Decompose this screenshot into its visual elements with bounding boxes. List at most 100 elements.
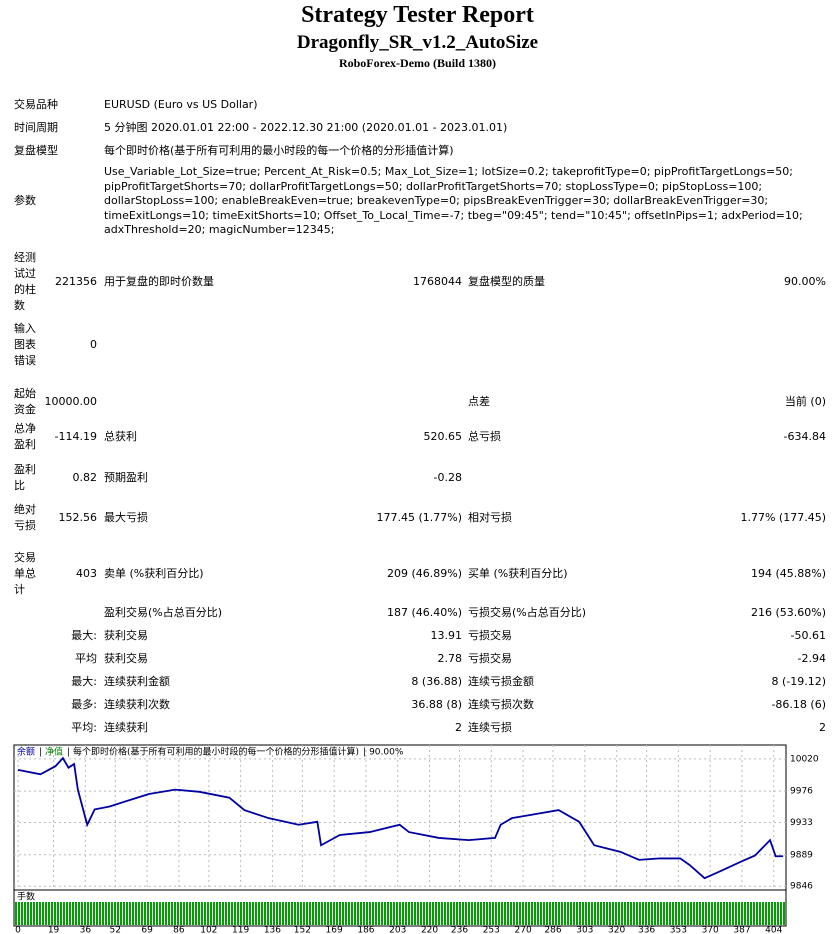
- y-tick-label: 9976: [790, 787, 813, 797]
- plot-frame: [13, 744, 787, 896]
- x-tick-label: 370: [702, 926, 719, 934]
- legend-entry: 每个即时价格(基于所有可利用的最小时段的每一个价格的分形插值计算): [73, 746, 359, 758]
- stat-label: 连续获利: [104, 721, 148, 734]
- x-tick-label: 320: [608, 926, 625, 934]
- stat-value: 194 (45.88%): [750, 567, 826, 580]
- stat-label: 连续亏损次数: [468, 698, 534, 711]
- stat-label: 连续获利金额: [104, 675, 170, 688]
- stat-label: 连续亏损: [468, 721, 512, 734]
- stat-value: 1.77% (177.45): [740, 511, 826, 524]
- legend-sep: |: [67, 748, 70, 758]
- stat-label: 亏损交易(%占总百分比): [468, 606, 587, 619]
- stat-value: 177.45 (1.77%): [376, 511, 462, 524]
- stat-label: 获利交易: [104, 629, 148, 642]
- stat-value: 最多:: [71, 698, 97, 711]
- stat-value: -86.18 (6): [771, 698, 826, 711]
- stat-value: 平均:: [71, 721, 97, 734]
- stat-value: 221356: [55, 275, 97, 288]
- stat-label: 最大亏损: [104, 511, 148, 524]
- stat-value: 520.65: [423, 430, 463, 443]
- stat-label: 复盘模型的质量: [468, 275, 545, 288]
- legend-entry: 净值: [45, 746, 63, 758]
- chart: 10020 9976 9933 9889 9846 0 19 36 52 69 86 102 119 13…: [13, 744, 819, 934]
- x-tick-label: 186: [357, 926, 374, 934]
- balance-line: [17, 756, 784, 880]
- stat-value: 2.78: [437, 652, 463, 665]
- stat-value: -634.84: [783, 430, 826, 443]
- stat-value: 最大:: [71, 629, 97, 642]
- x-tick-label: 152: [294, 926, 311, 934]
- stat-value: 10000.00: [44, 395, 98, 408]
- stat-label: 总获利: [104, 430, 137, 443]
- x-tick-label: 203: [389, 926, 406, 934]
- server: RoboForex-Demo (Build 1380): [338, 56, 497, 70]
- param-line: pipProfitTargetShorts=70; dollarProfitTa…: [104, 179, 763, 193]
- setting-value: 5 分钟图 2020.01.01 22:00 - 2022.12.30 21:0…: [104, 121, 508, 134]
- stat-value: 当前 (0): [784, 395, 826, 408]
- x-tick-label: 69: [141, 926, 153, 934]
- x-tick-label: 286: [544, 926, 561, 934]
- param-line: adxThreshold=20; magicNumber=12345;: [104, 223, 335, 236]
- stat-label: 总净盈利: [14, 422, 36, 451]
- stat-value: 216 (53.60%): [750, 606, 826, 619]
- stat-label: 总亏损: [468, 430, 501, 443]
- x-tick-label: 336: [638, 926, 655, 934]
- param-label: 参数: [14, 194, 36, 207]
- stat-value: -114.19: [54, 430, 97, 443]
- stat-value: 187 (46.40%): [386, 606, 462, 619]
- stat-value: 8 (-19.12): [771, 675, 826, 688]
- stat-label: 点差: [468, 395, 490, 408]
- stat-label: 盈利交易(%占总百分比): [104, 606, 223, 619]
- x-tick-label: 303: [576, 926, 593, 934]
- y-tick-label: 9889: [790, 850, 813, 860]
- stat-label: 亏损交易: [468, 629, 512, 642]
- x-tick-label: 404: [765, 926, 782, 934]
- stat-value: 最大:: [71, 675, 97, 688]
- stat-label: 连续获利次数: [104, 698, 170, 711]
- stat-value: 1768044: [413, 275, 462, 288]
- stat-value: -0.28: [433, 471, 462, 484]
- param-line: timeExitLongs=10; timeExitShorts=10; Off…: [104, 208, 803, 222]
- stat-label: 盈利比: [14, 463, 36, 492]
- setting-label: 交易品种: [14, 98, 58, 111]
- report-subtitle: Dragonfly_SR_v1.2_AutoSize: [296, 32, 539, 53]
- param-line: dollarStopLoss=100; enableBreakEven=true…: [104, 194, 769, 207]
- param-line: Use_Variable_Lot_Size=true; Percent_At_R…: [104, 165, 793, 178]
- y-tick-label: 9933: [790, 818, 813, 828]
- stat-label: 买单 (%获利百分比): [468, 567, 568, 580]
- stat-label: 绝对亏损: [14, 503, 36, 532]
- stat-value: 209 (46.89%): [386, 567, 462, 580]
- stat-value: 13.91: [430, 629, 463, 642]
- stat-label: 连续亏损金额: [468, 675, 534, 688]
- setting-label: 复盘模型: [14, 144, 58, 157]
- stat-value: 8 (36.88): [411, 675, 462, 688]
- stat-value: 平均: [75, 652, 97, 665]
- stat-value: 403: [76, 567, 97, 580]
- stat-value: -2.94: [797, 652, 826, 665]
- stat-label: 卖单 (%获利百分比): [104, 567, 204, 580]
- stat-value: 152.56: [58, 511, 98, 524]
- stat-value: -50.61: [790, 629, 826, 642]
- setting-value: EURUSD (Euro vs US Dollar): [104, 98, 258, 111]
- stat-value: 90.00%: [784, 275, 826, 288]
- x-tick-label: 119: [232, 926, 249, 934]
- x-tick-label: 253: [483, 926, 500, 934]
- stat-label: 相对亏损: [468, 511, 512, 524]
- report-title: Strategy Tester Report: [301, 2, 534, 28]
- legend-entry: 余额: [17, 746, 35, 758]
- setting-value: 每个即时价格(基于所有可利用的最小时段的每一个价格的分形插值计算): [104, 144, 454, 157]
- x-tick-label: 136: [264, 926, 281, 934]
- x-tick-label: 86: [173, 926, 185, 934]
- stat-label: 用于复盘的即时价数量: [104, 275, 214, 288]
- y-tick-label: 9846: [790, 882, 813, 892]
- stat-value: 0.82: [72, 471, 98, 484]
- x-tick-label: 36: [80, 926, 92, 934]
- volume-bars: [15, 902, 785, 925]
- x-tick-label: 270: [515, 926, 532, 934]
- x-tick-label: 0: [15, 926, 21, 934]
- setting-label: 时间周期: [14, 121, 58, 134]
- x-tick-label: 102: [200, 926, 217, 934]
- stat-value: 2: [819, 721, 826, 734]
- stat-value: 36.88 (8): [411, 698, 462, 711]
